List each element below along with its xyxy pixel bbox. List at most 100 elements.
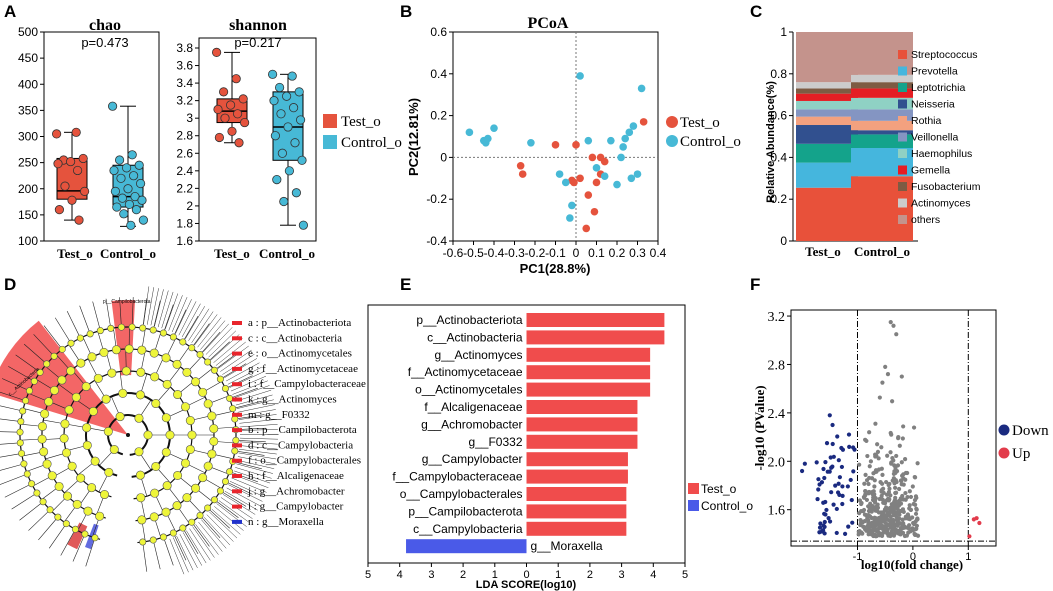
data-point [131, 205, 141, 215]
point-nonsignificant [912, 474, 917, 480]
pcoa-point-Control_o [633, 170, 642, 178]
tree-node [185, 416, 195, 426]
segment-Veillonella [851, 109, 913, 121]
data-point [290, 138, 300, 148]
panel-letter-f: F [750, 275, 760, 294]
lda-legend-test-swatch [688, 483, 699, 494]
point-nonsignificant [878, 480, 883, 485]
tree-node [179, 338, 187, 346]
pcoa-point-Test_o [516, 161, 525, 170]
leaf-branch [235, 394, 273, 406]
point-nonsignificant [891, 323, 896, 328]
leaf-branch [179, 534, 198, 569]
chao-y-axis: 100 150 200 250 300 350 400 450 500 [18, 25, 44, 248]
pcoa-point-Control_o [621, 134, 629, 143]
data-point [117, 193, 128, 203]
legend-entry-k: k : g__Actinomyces [248, 394, 337, 406]
tree-node [25, 387, 33, 395]
point-down [817, 525, 823, 530]
tree-branch [54, 317, 72, 344]
pcoa-point-Control_o [490, 124, 498, 132]
pcoa-axes: -0.6 -0.5 -0.4 -0.3 -0.2 -0.1 0 0.1 0.2 0.3 0.4-0.… [426, 25, 666, 260]
tree-branch [0, 391, 26, 402]
tree-node [121, 366, 131, 376]
tree-branch [33, 334, 55, 357]
data-point [130, 191, 140, 202]
leaf-branch [239, 424, 278, 428]
data-point [226, 100, 236, 110]
lda-bar-g__Actinomyces [526, 347, 651, 362]
point-nonsignificant [892, 463, 897, 468]
tree-node [231, 447, 239, 455]
segment-Gemella [796, 93, 858, 101]
tree-branch [0, 405, 23, 412]
lda-bar-f__Actinomycetaceae [526, 365, 651, 380]
tree-node [46, 506, 54, 514]
tree-node [18, 449, 26, 457]
lda-bar-label: g__F0332 [468, 435, 522, 449]
segment-Neisseria [851, 130, 913, 135]
tree-node [99, 347, 109, 357]
tree-branch [0, 431, 21, 433]
composition-xtick-control: Control_o [854, 244, 910, 259]
point-nonsignificant [862, 481, 867, 486]
data-point [240, 117, 250, 128]
point-down [830, 441, 835, 447]
data-point [294, 87, 304, 97]
tree-node [43, 360, 51, 368]
tree-node [54, 513, 62, 521]
point-nonsignificant [893, 499, 898, 505]
y-tick-label: 3.2 [768, 310, 786, 325]
highlight-alcaligenaceae [67, 522, 88, 550]
y-tick-label: -0.2 [426, 192, 447, 206]
leaf-branch [239, 428, 278, 431]
point-nonsignificant [911, 522, 917, 527]
tree-node [134, 447, 144, 457]
point-down [819, 480, 825, 485]
panel-letter-b: B [400, 2, 412, 21]
tree-node [71, 392, 81, 402]
point-nonsignificant [890, 399, 895, 404]
tree-branch [11, 492, 38, 510]
tree-node [54, 481, 64, 491]
leaf-branch [234, 470, 271, 484]
data-point [134, 160, 144, 170]
point-nonsignificant [857, 511, 862, 516]
tree-node [87, 352, 97, 362]
y-tick-label: 250 [18, 156, 38, 170]
data-point [60, 181, 70, 191]
x-tick-label: 3 [428, 569, 434, 581]
tree-arc [107, 414, 149, 456]
tree-node [210, 366, 218, 374]
tree-node [210, 496, 218, 504]
segment-others [796, 32, 858, 83]
leaf-branch [150, 288, 159, 326]
point-down [828, 455, 833, 460]
point-down [824, 441, 830, 446]
pcoa-point-Test_o [590, 207, 599, 216]
pcoa-point-Control_o [561, 178, 570, 187]
y-tick-label: 0.8 [770, 67, 787, 81]
tree-node [100, 490, 110, 500]
data-point [270, 131, 280, 141]
tree-node [76, 358, 86, 368]
point-nonsignificant [866, 491, 871, 496]
x-tick-label: 5 [365, 569, 371, 581]
legend-label-Streptococcus: Streptococcus [911, 49, 978, 61]
tree-node [151, 399, 161, 409]
tree-branch [207, 507, 230, 529]
tree-node [226, 468, 234, 476]
tree-node [42, 459, 52, 469]
segment-Leptotrichia [796, 143, 858, 163]
point-nonsignificant [876, 510, 882, 515]
tree-node [93, 373, 103, 383]
pcoa-point-Control_o [465, 128, 474, 137]
tree-node [20, 460, 28, 468]
tree-node [150, 488, 160, 498]
legend-entry-c: c : c__Actinobacteria [248, 332, 342, 344]
y-tick-label: -0.4 [426, 234, 447, 248]
point-down [826, 516, 831, 521]
point-nonsignificant [893, 495, 898, 500]
leaf-branch [169, 538, 185, 575]
x-tick-label: -0.6 [443, 246, 464, 260]
